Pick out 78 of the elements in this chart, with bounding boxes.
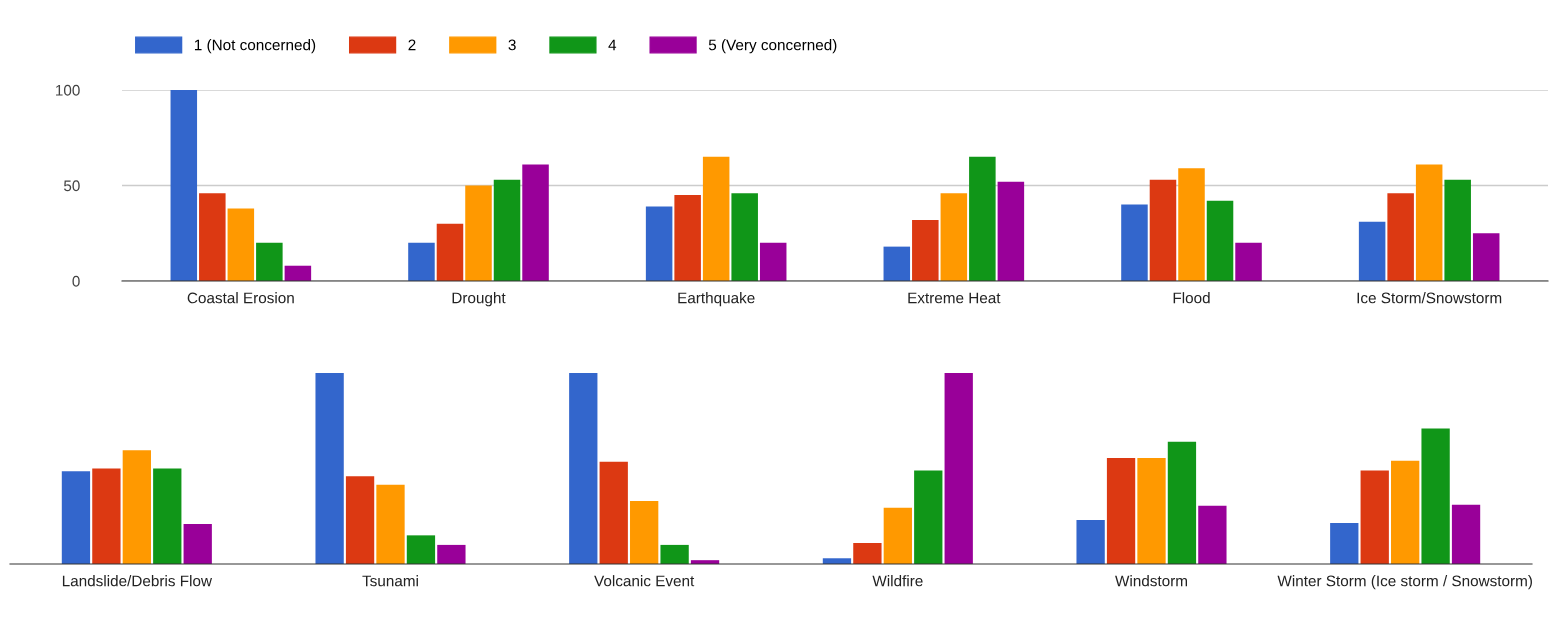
bar xyxy=(227,208,255,281)
bar xyxy=(406,535,436,564)
bar xyxy=(315,373,344,564)
bar xyxy=(660,544,689,564)
bar xyxy=(1076,520,1105,564)
bar xyxy=(256,242,283,281)
bar xyxy=(1421,428,1450,564)
bar xyxy=(1444,179,1471,281)
x-tick-label: Drought xyxy=(452,292,506,307)
bar xyxy=(170,90,198,281)
x-tick-label: Wildfire xyxy=(872,575,923,587)
bar xyxy=(1330,522,1359,564)
x-tick-label: Landslide/Debris Flow xyxy=(62,575,213,587)
bar xyxy=(493,179,521,281)
bar xyxy=(1358,221,1386,281)
bar xyxy=(284,265,312,281)
x-tick-label: Winter Storm (Ice storm / Snowstorm) xyxy=(1277,575,1532,590)
legend-label: 2 xyxy=(408,39,416,51)
bar xyxy=(940,193,968,281)
bar xyxy=(1391,460,1420,564)
bar xyxy=(1451,504,1481,564)
bar xyxy=(153,468,182,564)
x-tick-label: Earthquake xyxy=(678,292,755,307)
legend-label: 4 xyxy=(608,39,617,51)
bar xyxy=(1206,200,1234,281)
bar xyxy=(883,507,912,564)
bar xyxy=(969,156,996,281)
bar xyxy=(465,185,492,281)
bar xyxy=(1167,441,1197,564)
bar xyxy=(437,544,466,564)
bar xyxy=(1387,193,1414,281)
bar xyxy=(883,246,911,281)
bar xyxy=(731,193,758,281)
bar xyxy=(944,373,973,564)
bar xyxy=(853,542,882,564)
legend-label: 3 xyxy=(508,39,516,51)
y-tick-label: 0 xyxy=(72,275,80,287)
x-tick-label: Volcanic Event xyxy=(594,575,695,587)
x-tick-label: Flood xyxy=(1173,292,1210,304)
bar xyxy=(522,164,549,281)
bar xyxy=(345,476,375,564)
bar xyxy=(759,242,787,281)
bar xyxy=(183,523,212,564)
bar xyxy=(436,223,464,281)
bar xyxy=(674,195,701,281)
x-tick-label: Coastal Erosion xyxy=(187,292,294,304)
y-tick-label: 100 xyxy=(56,84,80,96)
bar xyxy=(569,373,598,564)
bar xyxy=(1198,505,1227,564)
bar xyxy=(914,470,943,564)
bar xyxy=(1137,458,1166,564)
y-tick-label: 50 xyxy=(63,180,80,192)
bar xyxy=(997,181,1025,281)
bar xyxy=(1178,168,1205,281)
x-tick-label: Windstorm xyxy=(1115,575,1187,587)
bar xyxy=(1415,164,1443,281)
bar xyxy=(376,484,405,564)
bar xyxy=(1360,470,1389,564)
bar xyxy=(702,156,730,281)
bar xyxy=(122,450,151,564)
bar xyxy=(1106,458,1136,564)
legend-label: 5 (Very concerned) xyxy=(708,39,837,54)
x-tick-label: Extreme Heat xyxy=(908,292,1001,304)
bar xyxy=(912,219,939,281)
bar xyxy=(61,471,91,564)
bar xyxy=(92,468,121,564)
bar xyxy=(1121,204,1148,281)
bar xyxy=(1472,233,1500,281)
bar xyxy=(1149,179,1177,281)
x-tick-label: Tsunami xyxy=(362,575,418,587)
bar xyxy=(1235,242,1262,281)
bar xyxy=(199,193,226,281)
bar xyxy=(599,461,628,564)
x-tick-label: Ice Storm/Snowstorm xyxy=(1357,292,1502,304)
bar xyxy=(630,500,659,564)
legend-label: 1 (Not concerned) xyxy=(194,39,316,54)
bar xyxy=(645,206,673,281)
bar xyxy=(408,242,435,281)
